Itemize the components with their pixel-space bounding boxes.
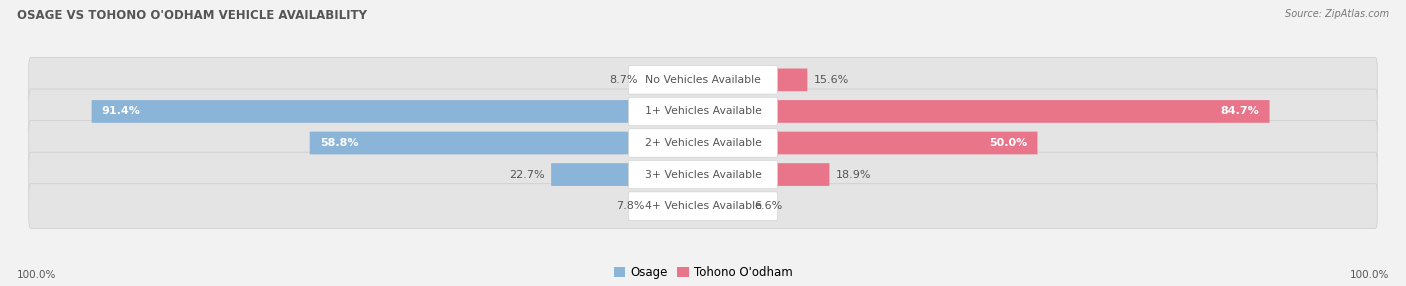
FancyBboxPatch shape: [28, 121, 1378, 165]
Legend: Osage, Tohono O'odham: Osage, Tohono O'odham: [609, 261, 797, 283]
Text: 84.7%: 84.7%: [1220, 106, 1260, 116]
FancyBboxPatch shape: [628, 66, 778, 94]
FancyBboxPatch shape: [28, 89, 1378, 134]
FancyBboxPatch shape: [28, 152, 1378, 197]
Text: 18.9%: 18.9%: [837, 170, 872, 180]
Text: 100.0%: 100.0%: [1350, 270, 1389, 280]
FancyBboxPatch shape: [703, 163, 830, 186]
FancyBboxPatch shape: [651, 195, 703, 217]
Text: Source: ZipAtlas.com: Source: ZipAtlas.com: [1285, 9, 1389, 19]
FancyBboxPatch shape: [645, 69, 703, 91]
Text: 3+ Vehicles Available: 3+ Vehicles Available: [644, 170, 762, 180]
FancyBboxPatch shape: [628, 192, 778, 220]
Text: 91.4%: 91.4%: [101, 106, 141, 116]
FancyBboxPatch shape: [91, 100, 703, 123]
Text: 7.8%: 7.8%: [616, 201, 644, 211]
FancyBboxPatch shape: [28, 57, 1378, 102]
Text: 8.7%: 8.7%: [610, 75, 638, 85]
FancyBboxPatch shape: [703, 100, 1270, 123]
FancyBboxPatch shape: [628, 129, 778, 157]
FancyBboxPatch shape: [703, 195, 747, 217]
FancyBboxPatch shape: [628, 160, 778, 189]
FancyBboxPatch shape: [28, 184, 1378, 229]
Text: 15.6%: 15.6%: [814, 75, 849, 85]
Text: 58.8%: 58.8%: [319, 138, 359, 148]
FancyBboxPatch shape: [703, 69, 807, 91]
Text: 100.0%: 100.0%: [17, 270, 56, 280]
FancyBboxPatch shape: [309, 132, 703, 154]
FancyBboxPatch shape: [628, 97, 778, 126]
Text: 2+ Vehicles Available: 2+ Vehicles Available: [644, 138, 762, 148]
Text: 50.0%: 50.0%: [990, 138, 1028, 148]
Text: 1+ Vehicles Available: 1+ Vehicles Available: [644, 106, 762, 116]
Text: OSAGE VS TOHONO O'ODHAM VEHICLE AVAILABILITY: OSAGE VS TOHONO O'ODHAM VEHICLE AVAILABI…: [17, 9, 367, 21]
FancyBboxPatch shape: [703, 132, 1038, 154]
Text: 22.7%: 22.7%: [509, 170, 544, 180]
Text: 6.6%: 6.6%: [754, 201, 782, 211]
FancyBboxPatch shape: [551, 163, 703, 186]
Text: No Vehicles Available: No Vehicles Available: [645, 75, 761, 85]
Text: 4+ Vehicles Available: 4+ Vehicles Available: [644, 201, 762, 211]
